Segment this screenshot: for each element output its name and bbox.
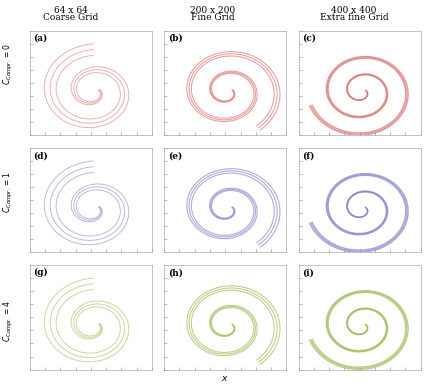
Text: 64 x 64: 64 x 64	[54, 6, 88, 15]
Text: $C_{\mathrm{Compr.}} = 1$: $C_{\mathrm{Compr.}} = 1$	[2, 172, 15, 213]
Text: (e): (e)	[168, 151, 182, 160]
Text: Extra fine Grid: Extra fine Grid	[320, 13, 388, 22]
Text: $C_{\mathrm{Compr.}} = 0$: $C_{\mathrm{Compr.}} = 0$	[2, 43, 15, 85]
Text: (i): (i)	[302, 268, 314, 277]
Text: Fine Grid: Fine Grid	[191, 13, 234, 22]
Text: (c): (c)	[302, 34, 316, 43]
Text: (g): (g)	[34, 268, 48, 277]
Text: $C_{\mathrm{Compr.}} = 4$: $C_{\mathrm{Compr.}} = 4$	[2, 300, 15, 342]
Text: (f): (f)	[302, 151, 314, 160]
Text: (a): (a)	[34, 34, 48, 43]
Text: (b): (b)	[168, 34, 183, 43]
Text: Coarse Grid: Coarse Grid	[43, 13, 99, 22]
Text: (d): (d)	[34, 151, 48, 160]
Text: (h): (h)	[168, 268, 183, 277]
Text: $\it{x}$: $\it{x}$	[221, 375, 229, 383]
Text: 400 x 400: 400 x 400	[332, 6, 377, 15]
Text: 200 x 200: 200 x 200	[190, 6, 235, 15]
